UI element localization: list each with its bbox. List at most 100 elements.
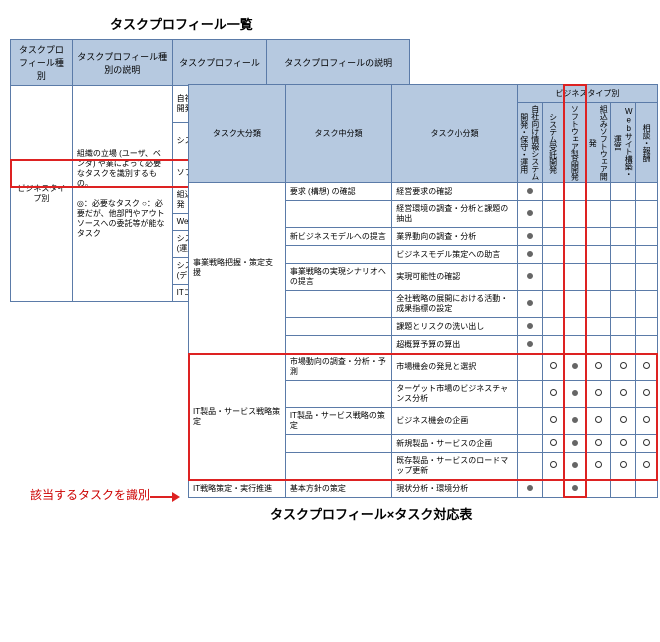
mark-cell [586,453,611,480]
mark-cell [517,336,542,354]
matrix-row: 事業戦略把握・策定支援要求 (構想) の確認経営要求の確認 [189,183,658,201]
sho-cell: 現状分析・環境分析 [392,480,518,498]
mark-cell [636,435,658,453]
mh-chu: タスク中分類 [285,85,391,183]
mh-biz-group: ビジネスタイプ別 [517,85,657,103]
chu-cell: 新ビジネスモデルへの提言 [285,228,391,246]
sho-cell: ターゲット市場のビジネスチャンス分析 [392,381,518,408]
th-profile: タスクプロフィール [172,40,267,86]
mark-cell [611,381,636,408]
mark-cell [586,381,611,408]
mark-cell [586,183,611,201]
mark-cell [564,183,586,201]
mark-cell [542,336,564,354]
mark-cell [636,264,658,291]
mark-cell [636,318,658,336]
matrix-table: タスク大分類 タスク中分類 タスク小分類 ビジネスタイプ別 自社向け情報システム… [188,84,658,498]
dai-cell: IT製品・サービス戦略策定 [189,354,286,480]
chu-cell [285,246,391,264]
mark-cell [586,354,611,381]
mark-cell [564,354,586,381]
mark-cell [636,408,658,435]
mark-cell [542,318,564,336]
sho-cell: 実現可能性の確認 [392,264,518,291]
matrix-wrap: タスク大分類 タスク中分類 タスク小分類 ビジネスタイプ別 自社向け情報システム… [188,84,650,498]
mark-cell [517,183,542,201]
mark-cell [517,435,542,453]
dai-cell: IT戦略策定・実行推進 [189,480,286,498]
mark-cell [564,246,586,264]
chu-cell [285,318,391,336]
mark-cell [611,336,636,354]
chu-cell [285,201,391,228]
mark-cell [636,453,658,480]
chu-cell: 要求 (構想) の確認 [285,183,391,201]
mark-cell [542,228,564,246]
sho-cell: 新規製品・サービスの企画 [392,435,518,453]
mark-cell [542,246,564,264]
mark-cell [517,291,542,318]
mark-cell [542,435,564,453]
mark-cell [611,228,636,246]
mark-cell [542,264,564,291]
mark-cell [611,480,636,498]
mark-cell [564,318,586,336]
chu-cell: 市場動向の調査・分析・予測 [285,354,391,381]
biz-col-2: ソフトウェア製品開発 [564,103,586,183]
mark-cell [517,264,542,291]
mark-cell [542,291,564,318]
anno-identify-task: 該当するタスクを識別 [30,486,150,503]
mark-cell [564,435,586,453]
matrix-row: IT製品・サービス戦略策定市場動向の調査・分析・予測市場機会の発見と選択 [189,354,658,381]
mark-cell [586,201,611,228]
mark-cell [636,201,658,228]
biz-col-3: 組込みソフトウェア開発 [586,103,611,183]
mark-cell [517,246,542,264]
sho-cell: 全社戦略の展開における活動・成果指標の設定 [392,291,518,318]
mark-cell [517,408,542,435]
sho-cell: 超概算予算の算出 [392,336,518,354]
mark-cell [564,453,586,480]
mh-dai: タスク大分類 [189,85,286,183]
biz-col-4: Webサイト構築・運営 [611,103,636,183]
sho-cell: ビジネスモデル策定への助言 [392,246,518,264]
mark-cell [611,435,636,453]
mark-cell [564,336,586,354]
chu-cell [285,453,391,480]
biz-col-0: 自社向け情報システム開発・保守・運用 [517,103,542,183]
sho-cell: 市場機会の発見と選択 [392,354,518,381]
mark-cell [636,246,658,264]
mark-cell [517,201,542,228]
mark-cell [586,264,611,291]
mark-cell [564,291,586,318]
mark-cell [586,435,611,453]
mark-cell [611,246,636,264]
top-type-cell: ビジネスタイプ別 [11,86,73,302]
chu-cell [285,291,391,318]
mark-cell [542,453,564,480]
mark-cell [517,228,542,246]
mark-cell [611,201,636,228]
chu-cell [285,435,391,453]
matrix-row: IT戦略策定・実行推進基本方針の策定現状分析・環境分析 [189,480,658,498]
chu-cell [285,381,391,408]
mark-cell [564,228,586,246]
mark-cell [611,453,636,480]
mark-cell [542,408,564,435]
biz-col-5: 相談・報酬 [636,103,658,183]
mark-cell [586,336,611,354]
mark-cell [611,408,636,435]
title-bottom: タスクプロフィール×タスク対応表 [270,504,650,523]
mark-cell [636,480,658,498]
arrow-right-icon [150,490,180,504]
mark-cell [542,201,564,228]
chu-cell [285,336,391,354]
mark-cell [564,381,586,408]
mark-cell [586,246,611,264]
mark-cell [542,480,564,498]
sho-cell: 既存製品・サービスのロードマップ更新 [392,453,518,480]
mark-cell [586,291,611,318]
sho-cell: ビジネス機会の企画 [392,408,518,435]
th-type-desc: タスクプロフィール種別の説明 [72,40,172,86]
mark-cell [517,480,542,498]
